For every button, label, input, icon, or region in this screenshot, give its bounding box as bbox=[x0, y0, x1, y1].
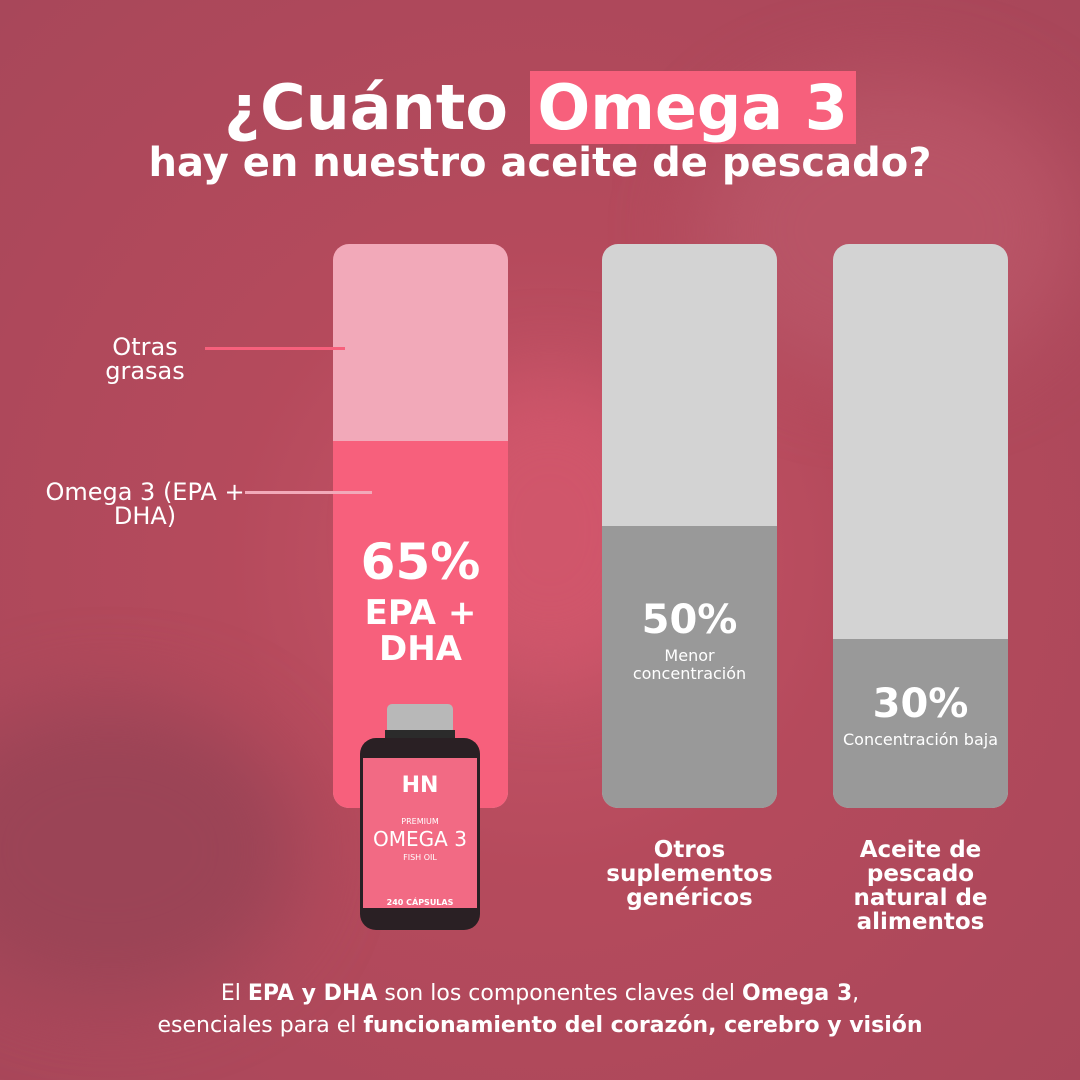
footer-line: esenciales para el funcionamiento del co… bbox=[0, 1010, 1080, 1042]
footer-text: Omega 3 bbox=[742, 981, 853, 1006]
footer-text: son los componentes claves del bbox=[377, 981, 743, 1006]
title-highlight: Omega 3 bbox=[529, 71, 856, 144]
bottle-label bbox=[363, 758, 477, 908]
annotation-line bbox=[245, 491, 372, 494]
title-text: ¿Cuánto bbox=[224, 71, 508, 144]
bar-description: EPA + DHA bbox=[364, 593, 477, 670]
title: ¿Cuánto Omega 3 bbox=[0, 70, 1080, 146]
category-label: Aceite de pescado natural de alimentos bbox=[853, 837, 988, 935]
bottle-text: 240 CÁPSULAS bbox=[387, 896, 454, 907]
bottle-text: FISH OIL bbox=[403, 853, 437, 862]
bottle-text: OMEGA 3 bbox=[373, 827, 467, 851]
annotation: Otras grasas bbox=[105, 333, 185, 385]
bottle-neck bbox=[385, 730, 455, 740]
bar-track: 50% Menor concentración bbox=[602, 244, 777, 808]
bottle-cap bbox=[387, 704, 453, 734]
bar-track: 30% Concentración baja bbox=[833, 244, 1008, 808]
footer-text: esenciales para el bbox=[157, 1013, 364, 1038]
footer-text: El bbox=[220, 981, 248, 1006]
background-blob bbox=[0, 700, 300, 1000]
footer-line: El EPA y DHA son los componentes claves … bbox=[0, 978, 1080, 1010]
annotation-line bbox=[205, 347, 345, 350]
bar bbox=[833, 638, 1008, 808]
value-label: 30% bbox=[872, 681, 969, 728]
bottle-text: PREMIUM bbox=[401, 817, 439, 826]
annotation: Omega 3 (EPA + DHA) bbox=[45, 478, 245, 530]
value-label: 50% bbox=[641, 596, 738, 643]
footer: El EPA y DHA son los componentes claves … bbox=[0, 978, 1080, 1042]
footer-text: EPA y DHA bbox=[247, 981, 378, 1006]
subtitle: hay en nuestro aceite de pescado? bbox=[148, 140, 932, 186]
footer-text: , bbox=[852, 981, 860, 1006]
value-label: 65% bbox=[360, 533, 481, 592]
category-label: Otros suplementos genéricos bbox=[606, 837, 773, 911]
footer-text: funcionamiento del corazón, cerebro y vi… bbox=[363, 1013, 923, 1038]
bar bbox=[602, 526, 777, 808]
bar-description: Menor concentración bbox=[632, 645, 747, 683]
bar-description: Concentración baja bbox=[842, 730, 998, 750]
bottle-logo: HN bbox=[402, 773, 439, 798]
